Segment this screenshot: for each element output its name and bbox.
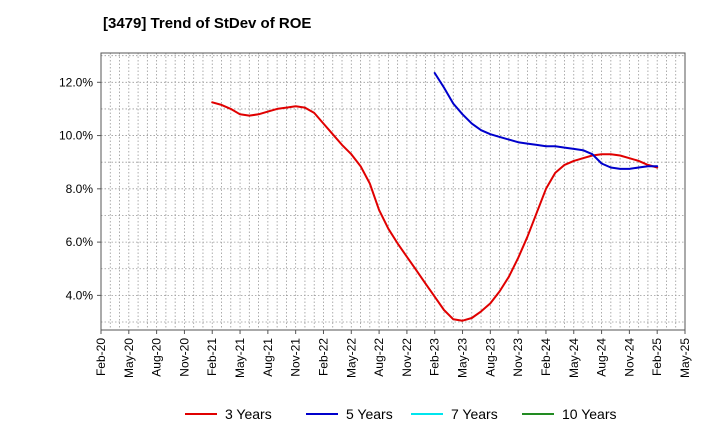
legend-label-10-years: 10 Years xyxy=(562,406,617,422)
y-tick-label: 6.0% xyxy=(66,235,94,249)
legend-label-7-years: 7 Years xyxy=(451,406,498,422)
x-tick-label: Feb-22 xyxy=(316,338,330,376)
x-tick-label: Aug-21 xyxy=(261,338,275,377)
x-tick-label: May-22 xyxy=(344,338,358,378)
x-tick-label: Feb-21 xyxy=(205,338,219,376)
x-tick-label: Aug-23 xyxy=(483,338,497,377)
x-tick-label: Nov-22 xyxy=(400,338,414,377)
legend: 3 Years 5 Years 7 Years 10 Years xyxy=(185,406,617,422)
x-tick-label: Feb-24 xyxy=(539,338,553,376)
y-tick-label: 8.0% xyxy=(66,182,94,196)
x-tick-label: Aug-20 xyxy=(150,338,164,377)
legend-label-3-years: 3 Years xyxy=(225,406,272,422)
x-tick-label: Nov-21 xyxy=(289,338,303,377)
x-tick-label: Nov-23 xyxy=(511,338,525,377)
series-lines xyxy=(211,72,659,322)
x-tick-label: May-25 xyxy=(678,338,692,378)
y-tick-label: 4.0% xyxy=(66,288,94,302)
x-tick-label: Feb-20 xyxy=(94,338,108,376)
series-line-3-years xyxy=(211,101,659,322)
x-tick-label: Feb-23 xyxy=(428,338,442,376)
axes: 4.0% 6.0% 8.0% 10.0% 12.0% Feb-20 May-20 Aug-20… xyxy=(59,52,692,378)
x-tick-label: Nov-20 xyxy=(177,338,191,377)
x-tick-label: May-24 xyxy=(567,338,581,378)
x-tick-label: Aug-24 xyxy=(595,338,609,377)
x-tick-label: Feb-25 xyxy=(650,338,664,376)
grid xyxy=(101,53,685,330)
y-tick-label: 10.0% xyxy=(59,129,93,143)
series-line-5-years xyxy=(433,72,659,170)
x-tick-label: Nov-24 xyxy=(622,338,636,377)
x-tick-label: May-21 xyxy=(233,338,247,378)
plot-frame xyxy=(100,52,686,331)
x-tick-label: May-23 xyxy=(456,338,470,378)
chart-title: [3479] Trend of StDev of ROE xyxy=(103,15,312,32)
legend-label-5-years: 5 Years xyxy=(346,406,393,422)
x-tick-label: Aug-22 xyxy=(372,338,386,377)
y-tick-label: 12.0% xyxy=(59,75,93,89)
x-tick-label: May-20 xyxy=(122,338,136,378)
